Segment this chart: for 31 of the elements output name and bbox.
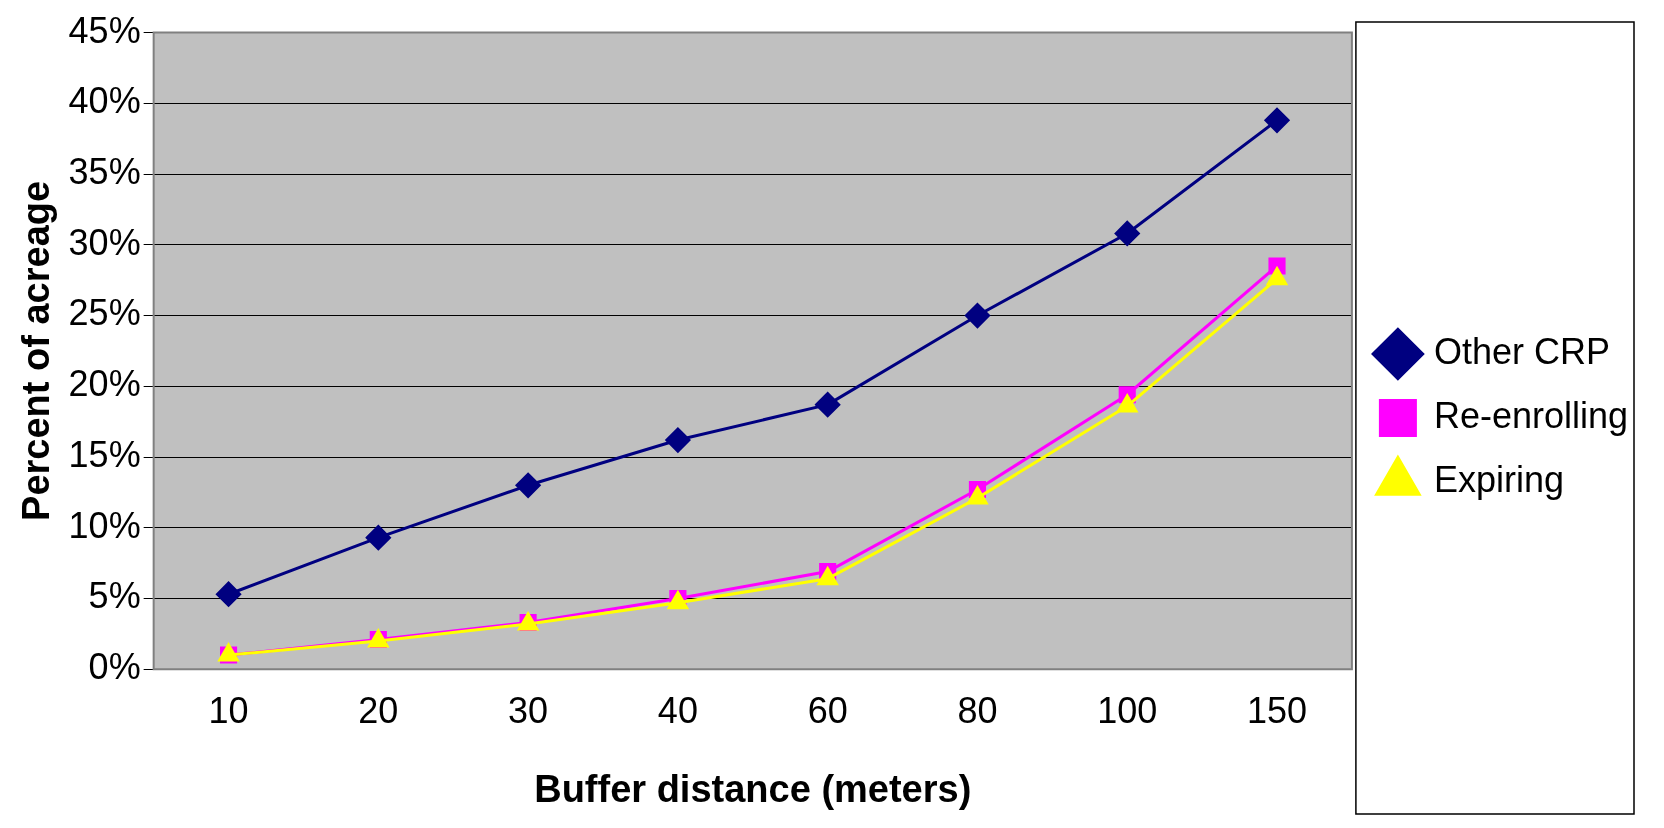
point	[1114, 220, 1140, 246]
x-tick-label: 80	[957, 689, 998, 731]
y-tick-label: 10%	[68, 504, 141, 546]
y-tick-label: 15%	[68, 433, 141, 475]
point	[964, 303, 990, 329]
legend-label: Expiring	[1433, 458, 1564, 500]
legend-label: Other CRP	[1433, 330, 1610, 372]
y-axis-title: Percent of acreage	[15, 180, 58, 521]
x-axis-title: Buffer distance (meters)	[534, 767, 972, 810]
legend-label: Re-enrolling	[1433, 394, 1629, 436]
x-tick-label: 40	[657, 689, 698, 731]
point	[515, 472, 541, 498]
y-tick-label: 35%	[68, 150, 141, 192]
y-tick-label: 40%	[68, 80, 141, 122]
point	[216, 581, 242, 607]
y-tick-label: 30%	[68, 221, 141, 263]
point	[665, 427, 691, 453]
point	[815, 392, 841, 418]
point	[1264, 107, 1290, 133]
x-tick-label: 10	[208, 689, 249, 731]
x-tick-label: 150	[1246, 689, 1308, 731]
y-tick-label: 45%	[68, 9, 141, 51]
point	[365, 525, 391, 551]
x-tick-label: 30	[508, 689, 549, 731]
x-tick-label: 20	[358, 689, 399, 731]
x-tick-label: 60	[807, 689, 848, 731]
y-tick-label: 5%	[88, 575, 141, 617]
y-tick-label: 25%	[68, 292, 141, 334]
y-tick-label: 20%	[68, 363, 141, 405]
y-tick-label: 0%	[88, 646, 141, 688]
x-tick-label: 100	[1097, 689, 1158, 731]
